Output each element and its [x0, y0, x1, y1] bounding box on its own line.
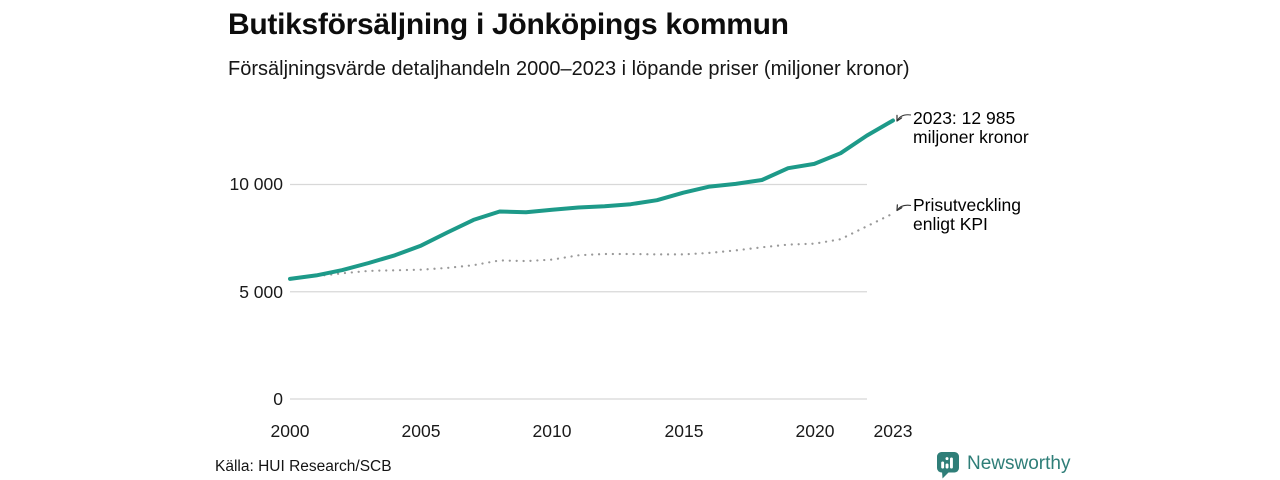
- xtick-2023: 2023: [873, 421, 913, 441]
- annotation-kpi-line2: enligt KPI: [913, 214, 988, 234]
- xtick-2000: 2000: [270, 421, 310, 441]
- kpi-dotted-line: [288, 212, 895, 280]
- annotation-arrow-sales: [896, 114, 912, 122]
- brand-name: Newsworthy: [967, 453, 1071, 474]
- sales-line: [288, 118, 895, 281]
- newsworthy-logo: Newsworthy: [936, 451, 1070, 479]
- source-note: Källa: HUI Research/SCB: [215, 458, 392, 475]
- page-title: Butiksförsäljning i Jönköpings kommun: [228, 8, 789, 41]
- ytick-10000: 10 000: [229, 174, 283, 194]
- ytick-5000: 5 000: [239, 282, 283, 302]
- ytick-0: 0: [273, 389, 283, 409]
- chart-subtitle: Försäljningsvärde detaljhandeln 2000–202…: [228, 58, 910, 80]
- annotation-kpi-line1: Prisutveckling: [913, 195, 1021, 215]
- bar-chart-speech-bubble-icon: [937, 452, 959, 479]
- xtick-2005: 2005: [401, 421, 441, 441]
- annotation-sales-2023: 2023: 12 985 miljoner kronor: [913, 109, 1029, 147]
- horizontal-gridlines: [290, 183, 867, 400]
- xtick-2020: 2020: [795, 421, 835, 441]
- annotation-sales-line1: 2023: 12 985: [913, 108, 1016, 128]
- annotation-kpi: Prisutveckling enligt KPI: [913, 196, 1021, 234]
- xtick-2010: 2010: [532, 421, 572, 441]
- xtick-2015: 2015: [664, 421, 704, 441]
- annotation-arrow-kpi: [896, 204, 912, 212]
- annotation-sales-line2: miljoner kronor: [913, 127, 1029, 147]
